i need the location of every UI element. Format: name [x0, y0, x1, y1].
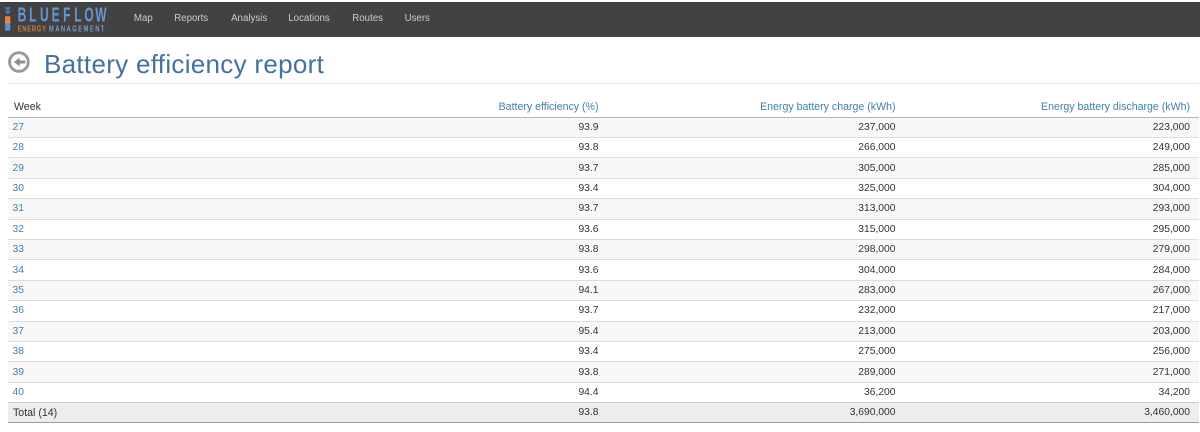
- svg-text:F: F: [63, 5, 70, 27]
- svg-text:L: L: [29, 5, 36, 27]
- svg-text:O: O: [84, 5, 93, 27]
- svg-text:W: W: [95, 5, 107, 27]
- svg-text:E: E: [52, 5, 60, 27]
- svg-text:ENERGY: ENERGY: [18, 23, 46, 33]
- svg-text:B: B: [18, 5, 27, 27]
- svg-text:L: L: [74, 5, 81, 27]
- svg-text:U: U: [40, 5, 49, 27]
